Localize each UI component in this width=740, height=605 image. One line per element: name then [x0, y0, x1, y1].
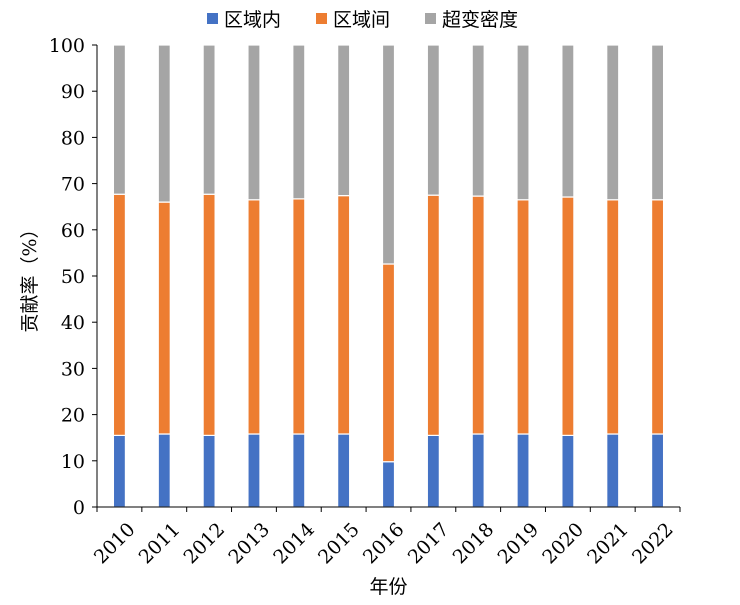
bar-2014-series-1	[292, 198, 306, 435]
bar-2017-series-1	[426, 194, 440, 436]
bar-2016-series-2	[381, 44, 396, 265]
bar-2013-series-0	[247, 433, 261, 508]
bar-2020-series-0	[561, 434, 575, 508]
legend-swatch	[425, 13, 436, 24]
bar-2018-series-2	[471, 44, 485, 197]
bar-2011-series-0	[157, 433, 171, 508]
x-tick-label: 2014	[269, 519, 319, 569]
x-tick-label: 2011	[135, 519, 185, 569]
y-tick-label: 0	[73, 497, 85, 519]
x-axis-title: 年份	[369, 576, 407, 598]
bar-2021-series-1	[606, 199, 620, 435]
x-tick-label: 2022	[628, 519, 678, 569]
bar-2020-series-1	[561, 196, 575, 436]
x-tick-label: 2015	[314, 519, 364, 569]
bar-2013-series-1	[247, 199, 261, 435]
bar-2022-series-0	[650, 433, 665, 508]
bars	[112, 44, 665, 508]
y-tick-label: 10	[61, 451, 85, 473]
bar-2019-series-2	[516, 44, 530, 201]
legend: 区域内 区域间 超变密度	[207, 9, 518, 31]
x-tick-label: 2021	[583, 519, 633, 569]
y-tick-label: 40	[61, 312, 85, 334]
bar-2013-series-2	[247, 44, 261, 201]
bar-2021-series-0	[606, 433, 620, 508]
bar-2018-series-0	[471, 433, 485, 508]
x-tick-label: 2013	[224, 519, 274, 569]
legend-label: 超变密度	[442, 9, 518, 31]
bar-2022-series-1	[650, 199, 665, 435]
bar-2022-series-2	[650, 44, 665, 201]
bar-2014-series-0	[292, 433, 306, 508]
x-tick-label: 2010	[90, 519, 140, 569]
legend-swatch	[207, 13, 218, 24]
x-tick-label: 2012	[180, 519, 230, 569]
y-tick-label: 100	[49, 35, 85, 57]
x-tick-label: 2016	[359, 519, 409, 569]
bar-2016-series-1	[381, 263, 396, 463]
legend-label: 区域间	[333, 9, 390, 31]
bar-2012-series-2	[202, 44, 216, 195]
x-tick-label: 2019	[493, 519, 543, 569]
y-tick-label: 70	[61, 174, 85, 196]
bar-2011-series-1	[157, 201, 171, 435]
x-tick-label: 2017	[404, 519, 454, 569]
y-tick-label: 20	[61, 405, 85, 427]
bar-2015-series-1	[337, 195, 351, 435]
bar-2019-series-0	[516, 433, 530, 508]
y-tick-label: 90	[61, 81, 85, 103]
y-tick-label: 30	[61, 358, 85, 380]
ticks: 0102030405060708090100201020112012201320…	[49, 35, 681, 569]
y-axis-title: 贡献率（%）	[19, 219, 41, 332]
y-tick-label: 60	[61, 220, 85, 242]
x-tick-label: 2020	[538, 519, 588, 569]
bar-2017-series-2	[426, 44, 440, 196]
bar-2015-series-0	[337, 433, 351, 508]
bar-2020-series-2	[561, 44, 575, 198]
bar-2010-series-2	[112, 44, 127, 195]
bar-2017-series-0	[426, 434, 440, 508]
legend-label: 区域内	[224, 9, 281, 31]
bar-2016-series-0	[381, 461, 396, 508]
bar-2012-series-0	[202, 434, 216, 508]
bar-2012-series-1	[202, 193, 216, 436]
bar-2019-series-1	[516, 199, 530, 435]
y-tick-label: 50	[61, 266, 85, 288]
bar-2015-series-2	[337, 44, 351, 197]
bar-2010-series-1	[112, 193, 127, 436]
bar-2018-series-1	[471, 195, 485, 435]
x-tick-label: 2018	[449, 519, 499, 569]
bar-2011-series-2	[157, 44, 171, 203]
bar-2021-series-2	[606, 44, 620, 201]
bar-2010-series-0	[112, 434, 127, 508]
y-tick-label: 80	[61, 127, 85, 149]
bar-2014-series-2	[292, 44, 306, 200]
legend-swatch	[316, 13, 327, 24]
